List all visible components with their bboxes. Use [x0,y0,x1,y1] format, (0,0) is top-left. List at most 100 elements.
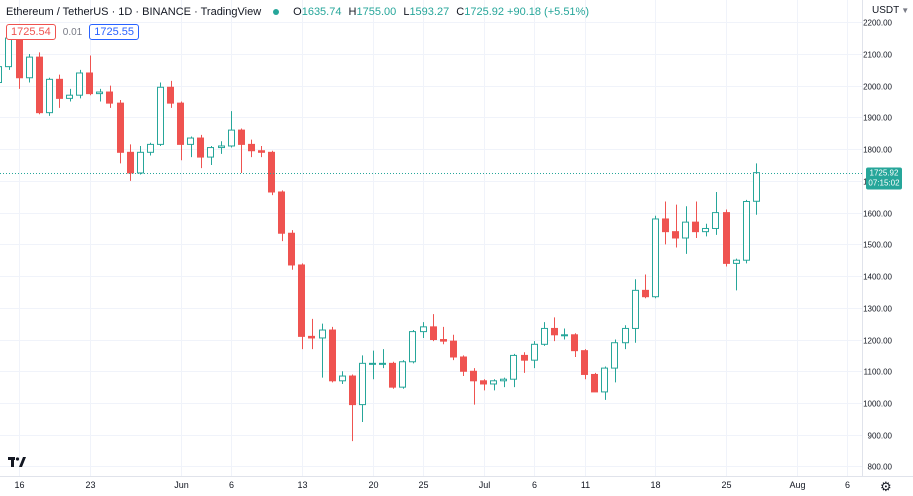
grid-lines [0,0,862,476]
candle[interactable] [278,190,285,242]
symbol-title[interactable]: Ethereum / TetherUS · 1D · BINANCE · Tra… [6,6,262,18]
candle[interactable] [723,209,730,267]
candle[interactable] [551,317,558,342]
candle[interactable] [632,279,639,343]
candle[interactable] [531,341,538,369]
candle[interactable] [430,314,437,342]
price-axis[interactable]: 800.00 900.00 1000.00 1100.00 1200.00 1300.00… [862,0,893,476]
candle[interactable] [591,372,598,393]
candle-body [258,150,265,153]
candle[interactable] [16,37,23,89]
sell-price-button[interactable]: 1725.54 [6,24,56,40]
candle[interactable] [308,318,315,350]
candle-body [652,218,659,298]
candle[interactable] [86,55,93,96]
candle[interactable] [480,379,487,391]
candle[interactable] [66,88,73,102]
candle[interactable] [187,136,194,158]
candle[interactable] [733,258,740,291]
candle[interactable] [541,322,548,346]
candle[interactable] [712,191,719,235]
candle[interactable] [399,360,406,389]
candle[interactable] [268,150,275,196]
gear-icon[interactable]: ⚙ [880,479,892,494]
candle[interactable] [0,66,2,102]
candle[interactable] [197,134,204,169]
candle[interactable] [743,199,750,264]
candles[interactable] [0,31,760,442]
candle[interactable] [238,128,245,173]
candle[interactable] [753,163,760,215]
candle[interactable] [288,230,295,270]
candle[interactable] [500,377,507,388]
candle[interactable] [420,322,427,338]
candle[interactable] [56,74,63,108]
candle[interactable] [26,53,33,83]
chevron-down-icon: ▼ [901,6,910,15]
candle-body [389,362,396,388]
candle[interactable] [137,145,144,175]
candle[interactable] [611,339,618,383]
candle[interactable] [117,99,124,164]
candle-body [662,218,669,233]
candle[interactable] [642,274,649,299]
candle[interactable] [106,85,113,108]
candle[interactable] [298,263,305,350]
candle[interactable] [147,142,154,156]
candle[interactable] [662,201,669,245]
candle[interactable] [561,328,568,340]
candle[interactable] [248,139,255,158]
candle[interactable] [409,330,416,364]
time-tick-label: Aug [789,480,805,490]
time-axis[interactable]: 16 23 Jun 6 13 20 25 Jul 6 11 18 25 Aug 6 [0,476,913,491]
candle[interactable] [470,368,477,405]
price-tick-label: 1600.00 [863,210,892,219]
candle[interactable] [581,349,588,380]
candle[interactable] [258,145,265,158]
candle[interactable] [440,326,447,345]
candle[interactable] [450,334,457,361]
candle[interactable] [339,371,346,384]
candle[interactable] [460,355,467,377]
candle[interactable] [369,350,376,380]
candle[interactable] [510,353,517,388]
candle[interactable] [379,349,386,369]
candle[interactable] [702,223,709,237]
candle[interactable] [177,101,184,161]
buy-price-button[interactable]: 1725.55 [89,24,139,40]
candle[interactable] [218,141,225,154]
candle[interactable] [389,361,396,389]
candle[interactable] [36,52,43,115]
candle[interactable] [76,69,83,99]
candle[interactable] [96,88,103,102]
candle[interactable] [127,144,134,181]
candle[interactable] [46,77,53,116]
candle[interactable] [228,111,235,148]
currency-selector[interactable]: USDT ▼ [872,5,909,16]
candle[interactable] [601,366,608,400]
candle[interactable] [682,206,689,254]
candle[interactable] [672,204,679,248]
candle-body [117,102,124,153]
candle-body [66,94,73,99]
time-tick-label: 25 [721,480,731,490]
candle[interactable] [207,145,214,166]
candle[interactable] [329,326,336,383]
candle[interactable] [622,325,629,350]
close-label: C [456,6,465,18]
candle[interactable] [167,80,174,108]
candle[interactable] [692,201,699,238]
candle[interactable] [359,355,366,423]
candle[interactable] [571,333,578,357]
candle[interactable] [490,379,497,391]
tradingview-logo-icon[interactable] [8,456,26,471]
candle[interactable] [521,352,528,373]
candle[interactable] [652,215,659,299]
candle-body [26,56,33,79]
candle-body [177,102,184,145]
candle[interactable] [319,323,326,378]
candle[interactable] [157,82,164,146]
candle-body [480,380,487,385]
candle[interactable] [349,374,356,442]
